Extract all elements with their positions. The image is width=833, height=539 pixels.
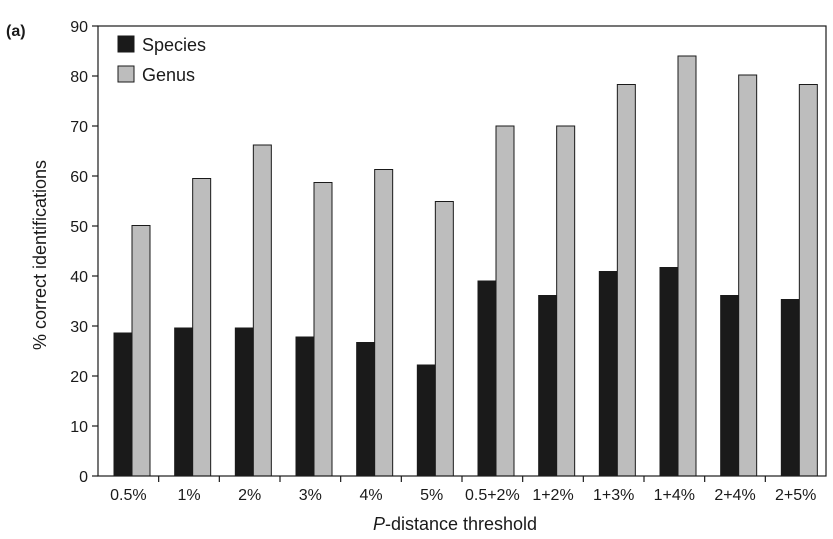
- x-axis: 0.5% 1% 2% 3% 4% 5% 0.5+2% 1+2% 1+3% 1+4% 2+4% 2+5%: [110, 476, 816, 504]
- bar-genus-4: [374, 169, 394, 477]
- bar-species-1: [174, 327, 194, 477]
- legend-swatch-species: [117, 35, 135, 53]
- x-axis-label: P-distance threshold: [373, 514, 537, 534]
- y-tick-label: 50: [70, 219, 88, 236]
- bar-genus-10: [738, 74, 758, 477]
- y-axis: 0 10 20 30 40 50 60 70 80 90: [70, 19, 98, 486]
- bar-species-0: [113, 332, 133, 477]
- y-tick-label: 80: [70, 69, 88, 86]
- bar-genus-6: [495, 125, 515, 477]
- x-tick-label: 1+4%: [654, 487, 695, 504]
- x-tick-label: 1+2%: [532, 487, 573, 504]
- bar-species-6: [477, 280, 497, 477]
- bar-species-4: [356, 342, 376, 477]
- bar-genus-9: [677, 55, 697, 477]
- bar-species-5: [416, 364, 436, 477]
- x-tick-label: 5%: [420, 487, 443, 504]
- y-tick-label: 10: [70, 419, 88, 436]
- bar-genus-5: [434, 201, 454, 477]
- x-tick-label: 1+3%: [593, 487, 634, 504]
- legend-swatch-genus: [117, 65, 135, 83]
- bar-genus-2: [252, 144, 272, 477]
- bar-genus-3: [313, 182, 333, 477]
- legend: Species Genus: [117, 35, 206, 85]
- legend-label-genus: Genus: [142, 65, 195, 85]
- y-tick-label: 90: [70, 19, 88, 36]
- bar-species-10: [720, 295, 740, 477]
- y-tick-label: 0: [79, 469, 88, 486]
- bar-genus-11: [798, 84, 818, 477]
- y-tick-label: 60: [70, 169, 88, 186]
- bar-species-2: [234, 327, 254, 477]
- y-axis-label: % correct identifications: [30, 160, 50, 350]
- plot-frame: [97, 25, 827, 477]
- y-tick-label: 70: [70, 119, 88, 136]
- x-tick-label: 4%: [359, 487, 382, 504]
- x-tick-label: 1%: [177, 487, 200, 504]
- y-tick-label: 30: [70, 319, 88, 336]
- bar-species-3: [295, 336, 315, 477]
- bar-genus-1: [192, 178, 212, 477]
- legend-label-species: Species: [142, 35, 206, 55]
- y-tick-label: 40: [70, 269, 88, 286]
- x-tick-label: 2+5%: [775, 487, 816, 504]
- bar-genus-8: [616, 84, 636, 477]
- x-tick-label: 0.5%: [110, 487, 146, 504]
- x-tick-label: 2+4%: [714, 487, 755, 504]
- x-axis-label-italic: P: [373, 514, 385, 534]
- bar-genus-0: [131, 225, 151, 477]
- x-axis-label-rest: -distance threshold: [385, 514, 537, 534]
- bars: [113, 55, 818, 477]
- x-tick-label: 0.5+2%: [465, 487, 520, 504]
- bar-species-11: [780, 299, 800, 477]
- x-tick-label: 2%: [238, 487, 261, 504]
- y-tick-label: 20: [70, 369, 88, 386]
- x-tick-label: 3%: [299, 487, 322, 504]
- bar-species-8: [598, 271, 618, 477]
- panel-label: (a): [6, 23, 26, 40]
- bar-species-9: [659, 267, 679, 477]
- bar-species-7: [538, 295, 558, 477]
- bar-genus-7: [556, 125, 576, 477]
